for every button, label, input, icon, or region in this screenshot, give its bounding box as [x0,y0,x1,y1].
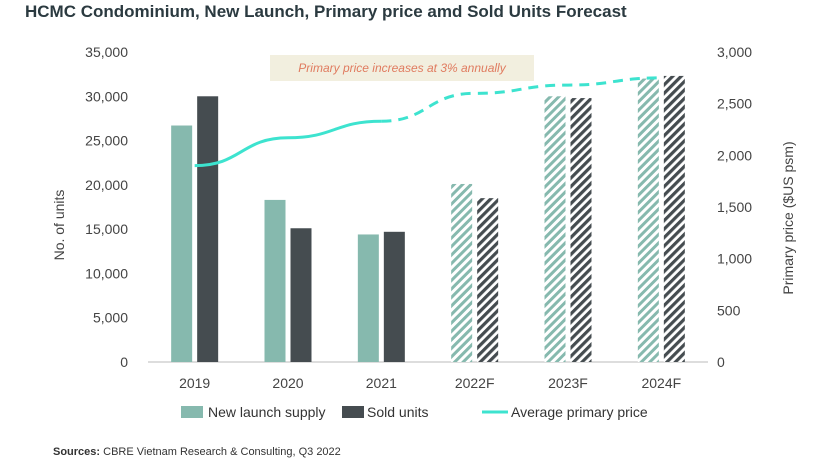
y-tick-label: 25,000 [85,133,128,149]
legend-label-price: Average primary price [511,404,648,420]
x-tick-label: 2021 [366,375,397,391]
bar-new-launch [451,183,473,362]
x-tick-label: 2020 [272,375,303,391]
y-tick-label: 10,000 [85,265,128,281]
price-line-actual [194,119,382,168]
y2-tick-label: 1,500 [717,199,752,215]
y2-tick-label: 500 [717,302,741,318]
legend-label-sold: Sold units [367,404,428,420]
bar-sold-units [383,231,405,362]
bar-new-launch [264,199,286,362]
bar-sold-units [663,75,685,363]
chart-title: HCMC Condominium, New Launch, Primary pr… [25,2,627,21]
y2-tick-label: 0 [717,354,725,370]
y2-tick-label: 2,500 [717,96,752,112]
source-label: Sources: [53,446,101,458]
y2-tick-label: 2,000 [717,147,752,163]
y-tick-label: 35,000 [85,44,128,60]
source-text: CBRE Vietnam Research & Consulting, Q3 2… [103,446,341,458]
y2-tick-label: 3,000 [717,44,752,60]
annotation-text: Primary price increases at 3% annually [298,61,506,75]
y-tick-label: 15,000 [85,221,128,237]
y-tick-label: 30,000 [85,88,128,104]
x-tick-label: 2023F [548,375,588,391]
bar-new-launch [171,125,193,362]
bar-sold-units [197,96,219,363]
bar-sold-units [477,198,499,362]
bar-new-launch [357,234,379,362]
price-line-forecast [381,76,662,123]
y2-axis-title: Primary price ($US psm) [780,141,796,294]
y2-tick-label: 1,000 [717,251,752,267]
source-note: Sources: CBRE Vietnam Research & Consult… [53,446,341,458]
y-axis-title: No. of units [51,190,67,261]
bar-new-launch [544,96,566,363]
x-tick-label: 2022F [455,375,495,391]
y-tick-label: 5,000 [93,310,128,326]
legend-swatch-sold [342,406,364,418]
bar-sold-units [290,228,312,362]
legend-label-new-launch: New launch supply [208,404,326,420]
annotation-box: Primary price increases at 3% annually [270,55,534,81]
legend-swatch-new-launch [181,406,203,418]
legend: New launch supply Sold units Average pri… [181,404,648,420]
x-tick-label: 2024F [641,375,681,391]
bar-group [171,75,685,363]
x-tick-label: 2019 [179,375,210,391]
y-tick-label: 20,000 [85,177,128,193]
bar-new-launch [637,78,659,363]
y-tick-label: 0 [120,354,128,370]
price-line-group [194,76,662,168]
chart-axes: 0 5,000 10,000 15,000 20,000 25,000 30,000 35,0… [85,44,752,370]
bar-sold-units [570,98,592,363]
x-axis-labels: 2019 2020 2021 2022F 2023F 2024F [179,375,681,391]
